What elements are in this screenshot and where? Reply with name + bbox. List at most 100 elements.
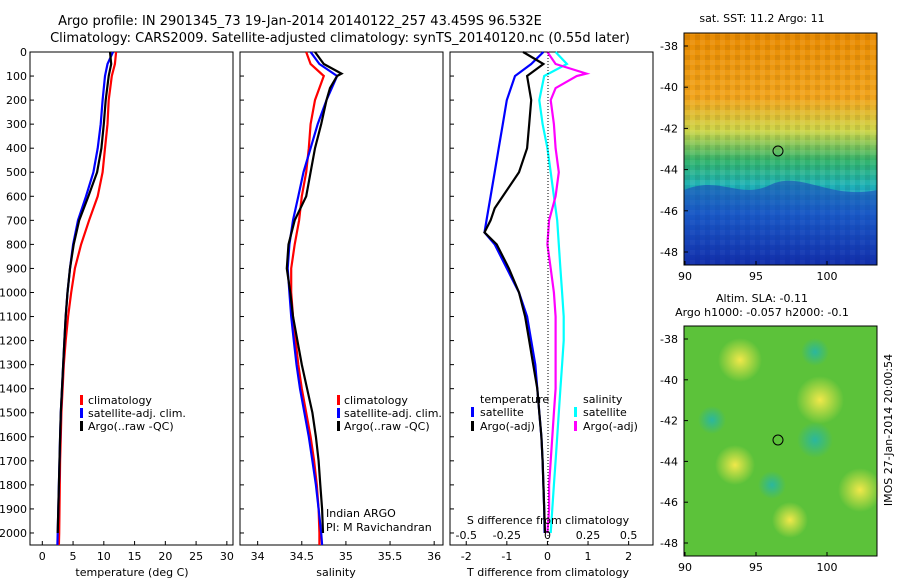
depth-tick-label: 1800 (0, 479, 27, 492)
lon-tick-label: 90 (678, 561, 692, 574)
x-tick-label: 36 (427, 550, 441, 563)
depth-tick-label: 600 (6, 190, 27, 203)
lat-tick-label: -40 (660, 374, 678, 387)
lat-tick-label: -46 (660, 496, 678, 509)
lat-tick-label: -44 (660, 455, 678, 468)
depth-tick-label: 1200 (0, 335, 27, 348)
difference-top-label: S difference from climatology (467, 514, 630, 527)
salinity-xlabel: salinity (316, 566, 356, 579)
series-line-temperature-satellite (483, 51, 546, 534)
depth-tick-label: 400 (6, 142, 27, 155)
legend-swatch-argo (80, 421, 83, 431)
lat-tick-label: -44 (660, 164, 678, 177)
sst-lon-ticks: 90 95 100 (678, 261, 838, 283)
temperature-xlabel: temperature (deg C) (75, 566, 188, 579)
sla-high (772, 502, 808, 538)
lon-tick-label: 95 (749, 561, 763, 574)
difference-xlabel: T difference from climatology (466, 566, 629, 579)
series-line-salinity-satellite (538, 51, 569, 534)
legend-swatch-argo (337, 421, 340, 431)
x-tick-label: 34.5 (290, 550, 315, 563)
sla-low (698, 406, 726, 434)
difference-series (483, 51, 591, 534)
legend-label: satellite (583, 406, 627, 419)
lon-tick-label: 100 (817, 270, 838, 283)
sla-map-title-2: Argo h1000: -0.057 h2000: -0.1 (675, 306, 849, 319)
legend-swatch-s-argo (574, 421, 577, 431)
s-tick-label: 0 (544, 529, 551, 542)
header-title-line2: Climatology: CARS2009. Satellite-adjuste… (50, 31, 630, 46)
x-tick-label: -2 (461, 550, 472, 563)
lat-tick-label: -38 (660, 333, 678, 346)
legend-swatch-s-satellite (574, 407, 577, 417)
argo-location-marker (772, 145, 784, 157)
lon-tick-label: 95 (749, 270, 763, 283)
depth-tick-label: 1100 (0, 311, 27, 324)
sla-map-frame (683, 325, 878, 557)
sst-map-frame (683, 32, 878, 266)
sst-map-title: sat. SST: 11.2 Argo: 11 (699, 12, 824, 25)
sst-cold-region (684, 180, 877, 265)
s-tick-label: -0.5 (456, 529, 477, 542)
x-tick-label: 35.5 (378, 550, 403, 563)
depth-tick-label: 700 (6, 214, 27, 227)
depth-tick-label: 900 (6, 262, 27, 275)
lat-tick-label: -40 (660, 81, 678, 94)
legend-swatch-climatology (337, 395, 340, 405)
legend-label: climatology (344, 394, 408, 407)
legend-label: Argo(-adj) (480, 420, 535, 433)
x-tick-label: 1 (585, 550, 592, 563)
x-tick-label: 2 (625, 550, 632, 563)
legend-swatch-t-satellite (471, 407, 474, 417)
s-tick-label: 0.25 (576, 529, 601, 542)
legend-swatch-satellite (80, 408, 83, 418)
temperature-series (56, 51, 118, 546)
depth-tick-label: 800 (6, 238, 27, 251)
difference-legend: temperature salinity satellite Argo(-adj… (471, 393, 638, 433)
sla-map-title-1: Altim. SLA: -0.11 (716, 292, 808, 305)
sla-low (801, 338, 829, 366)
x-tick-label: -1 (501, 550, 512, 563)
float-pi-note: PI: M Ravichandran (326, 521, 432, 534)
x-tick-label: 5 (70, 550, 77, 563)
legend-label: satellite-adj. clim. (88, 407, 186, 420)
x-tick-label: 0 (544, 550, 551, 563)
legend-title-temperature: temperature (480, 393, 549, 406)
series-line-salinity-argo-adj- (546, 51, 591, 534)
x-tick-label: 20 (158, 550, 172, 563)
depth-tick-label: 1000 (0, 286, 27, 299)
legend-label: Argo(..raw -QC) (88, 420, 174, 433)
sla-map (683, 325, 882, 557)
series-line-argo-raw-qc- (285, 51, 344, 534)
legend-label: Argo(-adj) (583, 420, 638, 433)
legend-swatch-satellite (337, 408, 340, 418)
s-tick-label: -0.25 (493, 529, 521, 542)
legend-title-salinity: salinity (583, 393, 623, 406)
salinity-plot-frame (239, 51, 444, 546)
legend-label: Argo(..raw -QC) (344, 420, 430, 433)
series-line-temperature-argo-adj- (483, 51, 547, 534)
salinity-series (285, 51, 344, 546)
argo-location-marker (772, 434, 784, 446)
lat-tick-label: -48 (660, 246, 678, 259)
x-tick-label: 35 (339, 550, 353, 563)
legend-label: satellite-adj. clim. (344, 407, 442, 420)
sla-high (718, 338, 762, 382)
s-tick-label: 0.5 (620, 529, 638, 542)
imos-timestamp: IMOS 27-Jan-2014 20:00:54 (882, 354, 895, 506)
series-line-argo-raw-qc- (56, 51, 113, 534)
depth-tick-label: 0 (20, 46, 27, 59)
sla-high (796, 376, 844, 424)
depth-tick-label: 2000 (0, 527, 27, 540)
temperature-plot-frame (29, 51, 234, 546)
legend-label: satellite (480, 406, 524, 419)
depth-tick-label: 1400 (0, 383, 27, 396)
x-tick-label: 30 (220, 550, 234, 563)
x-tick-label: 15 (128, 550, 142, 563)
depth-tick-label: 200 (6, 94, 27, 107)
depth-tick-label: 1500 (0, 407, 27, 420)
depth-tick-label: 100 (6, 70, 27, 83)
float-program-note: Indian ARGO (326, 507, 396, 520)
salinity-legend: climatology satellite-adj. clim. Argo(..… (337, 394, 442, 433)
